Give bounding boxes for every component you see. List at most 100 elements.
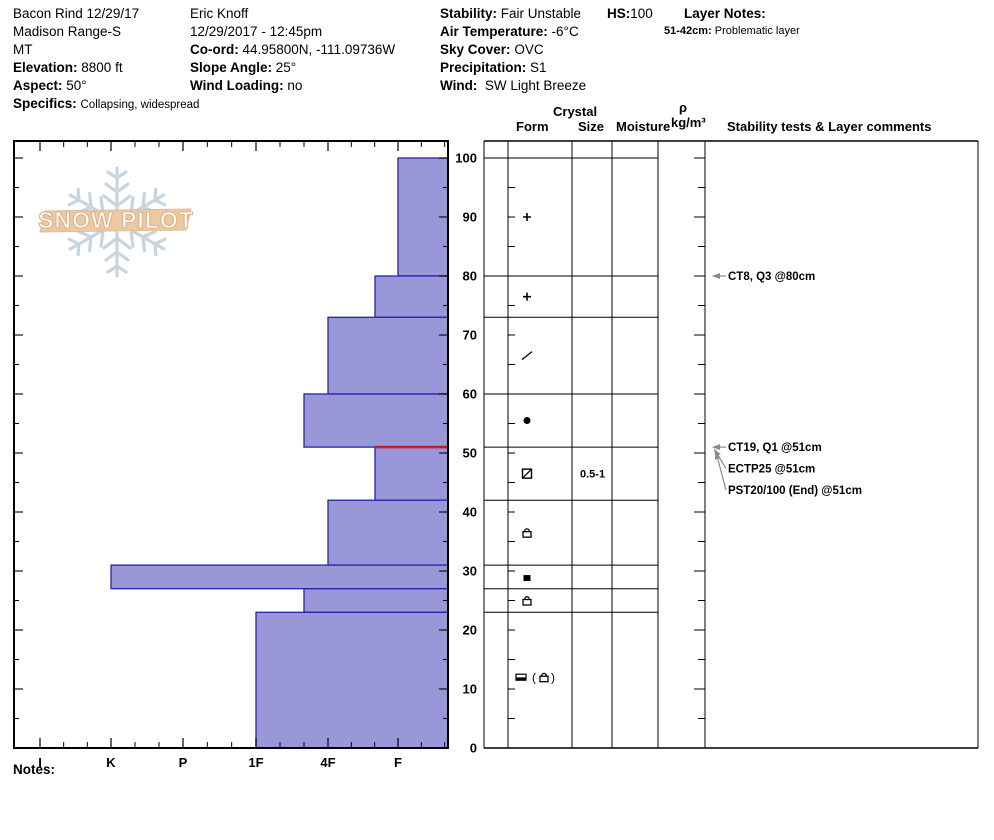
grain-cup-arc	[523, 528, 531, 532]
stability-label: Stability:	[440, 6, 498, 21]
depth-axis-label: 70	[463, 328, 477, 343]
depth-axis-label: 40	[463, 505, 477, 520]
column-header-density-units: kg/m³	[671, 115, 706, 130]
depth-axis-label: 80	[463, 269, 477, 284]
layer-bar	[374, 446, 449, 501]
elevation-value: 8800 ft	[81, 60, 123, 75]
depth-axis-label: 60	[463, 387, 477, 402]
grain-paren-open: (	[532, 671, 536, 685]
header-right-block: Stability: Fair Unstable Air Temperature…	[440, 5, 586, 95]
hs-label: HS:	[607, 6, 631, 21]
column-header-form: Form	[516, 119, 549, 134]
layer-bar	[110, 564, 449, 590]
wind-loading-row: Wind Loading: no	[190, 77, 395, 95]
air-temp-value: -6°C	[551, 24, 579, 39]
arm-twig	[104, 250, 130, 262]
arm-twig	[67, 187, 81, 207]
depth-axis-label: 90	[463, 210, 477, 225]
stability-test-annotations: CT8, Q3 @80cm CT19, Q1 @51cm ECTP25 @51cm P…	[712, 271, 862, 497]
arm-twig	[102, 194, 132, 208]
column-header-density-symbol: ρ	[679, 100, 688, 115]
grain-plus-symbol	[523, 213, 531, 221]
specifics-value: Collapsing, widespread	[80, 99, 200, 111]
aspect-value: 50°	[66, 78, 87, 93]
arm-twig	[76, 229, 93, 253]
snowpilot-logo: SNOW PILOT	[38, 166, 194, 278]
chart-border	[13, 140, 449, 749]
grain-size-value: 0.5-1	[580, 469, 605, 481]
layer-note-text: Problematic layer	[714, 25, 800, 37]
layer-note-range: 51-42cm:	[664, 25, 712, 37]
precip-row: Precipitation: S1	[440, 59, 586, 77]
header-middle-block: Eric Knoff 12/29/2017 - 12:45pm Co-ord: …	[190, 5, 395, 95]
layer-bar	[327, 499, 449, 566]
stability-test-label: CT19, Q1 @51cm	[728, 442, 822, 454]
stability-value: Fair Unstable	[500, 6, 582, 21]
wind-label: Wind:	[440, 78, 478, 93]
wind-row: Wind: SW Light Breeze	[440, 77, 586, 95]
grain-form-symbols: 0.5-1 ()	[515, 213, 605, 685]
notes-label: Notes:	[13, 762, 56, 777]
logo-text: SNOW PILOT	[38, 207, 194, 233]
specifics-label: Specifics:	[13, 96, 77, 111]
depth-axis-label: 10	[463, 682, 477, 697]
grain-cup-symbol	[522, 531, 532, 538]
depth-axis-label: 20	[463, 623, 477, 638]
hardness-axis-label: 4F	[320, 755, 335, 770]
aspect-row: Aspect: 50°	[13, 77, 199, 95]
wind-loading-value: no	[287, 78, 303, 93]
depth-axis-label: 0	[470, 741, 477, 756]
arm-twig	[141, 229, 158, 253]
grain-filled-square-symbol	[523, 575, 531, 582]
coord-row: Co-ord: 44.95800N, -111.09736W	[190, 41, 395, 59]
stability-test-arrow	[714, 451, 727, 491]
logo-band	[39, 208, 192, 233]
hardness-axis-label: I	[38, 755, 42, 770]
layer-table-grid	[483, 140, 979, 749]
grain-cup-symbol	[522, 598, 532, 606]
grain-slash-symbol	[521, 351, 533, 361]
arm-twig	[104, 182, 130, 194]
observer-name: Eric Knoff	[190, 6, 249, 21]
pit-title: Bacon Rind 12/29/17	[13, 6, 140, 21]
wind-loading-label: Wind Loading:	[190, 78, 284, 93]
grain-square-slash-symbol	[521, 468, 533, 479]
air-temp-row: Air Temperature: -6°C	[440, 23, 586, 41]
column-header-stability-tests: Stability tests & Layer comments	[727, 119, 932, 134]
coord-label: Co-ord:	[190, 42, 239, 57]
grain-dot-symbol	[523, 417, 531, 425]
hardness-axis-label: P	[179, 755, 188, 770]
arm-twig	[67, 237, 81, 257]
header-left-block: Bacon Rind 12/29/17 Madison Range-S MT E…	[13, 5, 199, 114]
grain-paren-close: )	[551, 671, 555, 685]
elevation-label: Elevation:	[13, 60, 78, 75]
observation-datetime: 12/29/2017 - 12:45pm	[190, 24, 323, 39]
column-header-moisture: Moisture	[616, 119, 671, 134]
precip-label: Precipitation:	[440, 60, 527, 75]
arm-twig	[106, 264, 128, 274]
layer-bar	[303, 588, 449, 613]
precip-value: S1	[530, 60, 547, 75]
pit-range: Madison Range-S	[13, 24, 122, 39]
hardness-axis-label: 1F	[248, 755, 263, 770]
column-header-size: Size	[578, 119, 605, 134]
air-temp-label: Air Temperature:	[440, 24, 548, 39]
slope-row: Slope Angle: 25°	[190, 59, 395, 77]
grain-crust-fill	[516, 677, 526, 681]
elevation-row: Elevation: 8800 ft	[13, 59, 199, 77]
arm-twig	[153, 237, 167, 257]
hs-block: HS:100	[607, 5, 653, 23]
grain-square-slash-diagonal	[522, 468, 532, 479]
hardness-axis-label: K	[106, 755, 116, 770]
column-header-crystal: Crystal	[553, 104, 598, 119]
grain-cup-arc	[540, 672, 548, 677]
layer-notes-heading: Layer Notes:	[684, 5, 766, 23]
layer-note-row: 51-42cm: Problematic layer	[664, 25, 800, 37]
grain-cup-arc	[523, 596, 531, 600]
arm-twig	[106, 170, 128, 180]
axis-labels: 0 10 20 30 40 50 60 70 80 90 100 I K P 1F 4F F	[38, 151, 477, 771]
wind-value: SW Light Breeze	[484, 78, 587, 93]
aspect-label: Aspect:	[13, 78, 63, 93]
